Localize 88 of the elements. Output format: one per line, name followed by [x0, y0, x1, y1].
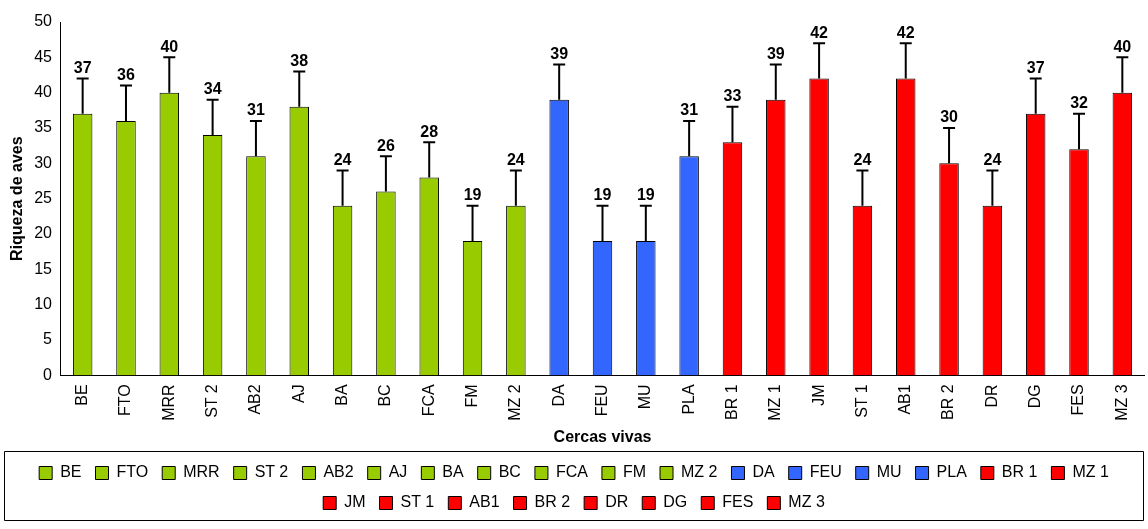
legend-label: AB2: [323, 463, 354, 481]
x-tick-label: BC: [376, 384, 394, 407]
data-label: 34: [203, 80, 222, 98]
x-tick-label: AJ: [289, 384, 307, 404]
x-axis-title: Cercas vivas: [553, 427, 652, 445]
x-tick-label: FM: [462, 384, 480, 408]
data-label: 37: [1026, 58, 1045, 76]
y-tick-label: 50: [34, 12, 53, 30]
y-tick-label: 45: [34, 47, 53, 65]
legend-label: FEU: [809, 463, 842, 481]
legend-label: ST 1: [400, 493, 435, 511]
data-label: 40: [1113, 37, 1132, 55]
data-label: 39: [550, 44, 569, 62]
legend-label: BR 1: [1001, 463, 1038, 481]
x-tick-label: ST 1: [852, 384, 870, 418]
legend-label: MZ 3: [788, 493, 825, 511]
x-tick-label: BR 2: [939, 384, 957, 420]
data-label: 40: [160, 37, 179, 55]
legend-label: FCA: [555, 463, 589, 481]
y-tick-label: 5: [43, 330, 53, 348]
x-tick-label: JM: [809, 384, 827, 406]
data-label: 28: [420, 122, 439, 140]
legend-label: MZ 2: [681, 463, 718, 481]
data-label: 39: [766, 44, 785, 62]
x-tick-label: AB2: [246, 384, 264, 415]
data-label: 24: [333, 150, 352, 168]
data-label: 24: [853, 150, 872, 168]
data-label: 42: [810, 23, 829, 41]
y-tick-label: 15: [34, 259, 53, 277]
data-label: 31: [247, 101, 265, 119]
y-tick-label: 0: [43, 365, 53, 383]
legend-label: DA: [752, 463, 776, 481]
x-tick-label: PLA: [679, 384, 697, 415]
x-tick-label: MZ 1: [766, 384, 784, 421]
y-tick-label: 30: [34, 153, 53, 171]
legend-label: BC: [498, 463, 521, 481]
x-tick-label: BR 1: [722, 384, 740, 420]
data-label: 31: [680, 101, 699, 119]
x-tick-label: FES: [1069, 384, 1087, 416]
x-tick-label: MZ 3: [1112, 384, 1130, 421]
data-label: 26: [377, 136, 395, 154]
data-label: 38: [290, 51, 309, 69]
legend-label: PLA: [936, 463, 968, 481]
y-tick-label: 20: [34, 224, 53, 242]
data-label: 24: [983, 150, 1002, 168]
legend-label: FES: [722, 493, 754, 511]
x-tick-label: BA: [332, 384, 350, 406]
data-label: 19: [463, 186, 482, 204]
x-tick-label: MRR: [159, 384, 177, 421]
data-label: 32: [1070, 94, 1089, 112]
legend-label: MZ 1: [1072, 463, 1109, 481]
data-label: 33: [723, 87, 742, 105]
legend-label: BE: [60, 463, 82, 481]
y-tick-label: 10: [34, 295, 53, 313]
legend-label: BA: [442, 463, 465, 481]
y-tick-label: 35: [34, 118, 53, 136]
legend-label: AB1: [469, 493, 500, 511]
legend-label: AJ: [388, 463, 408, 481]
data-label: 19: [636, 186, 655, 204]
legend-label: FTO: [116, 463, 149, 481]
x-tick-label: ST 2: [203, 384, 221, 418]
x-tick-label: DG: [1026, 384, 1044, 409]
legend-label: MRR: [183, 463, 220, 481]
data-label: 30: [940, 108, 959, 126]
legend-label: BR 2: [534, 493, 571, 511]
x-tick-label: MU: [636, 384, 654, 410]
y-tick-label: 40: [34, 83, 53, 101]
legend-label: DG: [663, 493, 688, 511]
data-label: 36: [117, 66, 135, 84]
x-tick-label: DR: [982, 384, 1000, 408]
data-label: 37: [73, 58, 92, 76]
data-label: 19: [593, 186, 612, 204]
x-tick-label: FCA: [419, 384, 437, 417]
y-axis-title: Riqueza de aves: [8, 136, 26, 261]
x-tick-label: AB1: [896, 384, 914, 415]
y-tick-label: 25: [34, 189, 53, 207]
legend-label: DR: [605, 493, 629, 511]
x-tick-label: FEU: [592, 384, 610, 417]
x-tick-label: DA: [549, 384, 567, 407]
data-label: 24: [506, 150, 525, 168]
data-label: 42: [896, 23, 915, 41]
x-tick-label: MZ 2: [506, 384, 524, 421]
x-tick-label: BE: [73, 384, 91, 406]
legend-label: ST 2: [254, 463, 289, 481]
legend-label: MU: [876, 463, 902, 481]
legend-label: JM: [344, 493, 366, 511]
x-tick-label: FTO: [116, 384, 134, 417]
legend-label: FM: [622, 463, 647, 481]
